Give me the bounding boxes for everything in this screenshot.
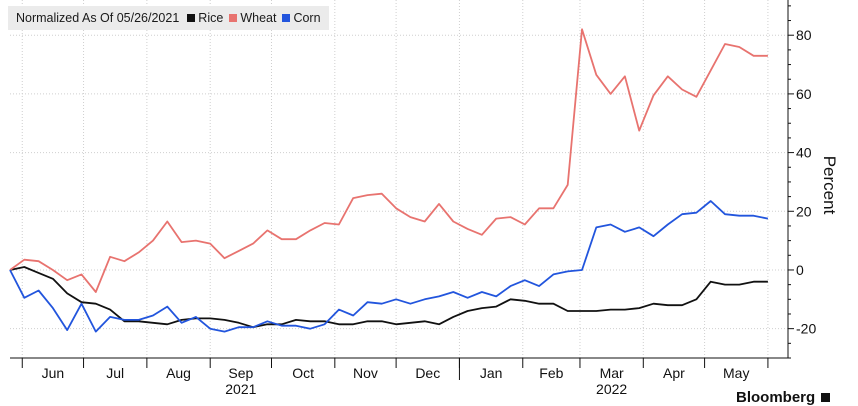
legend-label-wheat: Wheat bbox=[240, 11, 277, 25]
bloomberg-logo: Bloomberg bbox=[736, 389, 831, 406]
x-tick-label: Jul bbox=[106, 365, 124, 381]
x-tick-label: Nov bbox=[353, 365, 378, 381]
legend-item-rice: Rice bbox=[187, 11, 223, 25]
x-year-label: 2021 bbox=[225, 381, 256, 397]
x-tick-label: Dec bbox=[415, 365, 440, 381]
legend-label-rice: Rice bbox=[198, 11, 224, 25]
legend-swatch-wheat bbox=[229, 14, 238, 22]
x-tick-label: May bbox=[723, 365, 749, 381]
x-tick-label: Sep bbox=[228, 365, 253, 381]
gridlines bbox=[10, 0, 788, 358]
series-line-wheat bbox=[9, 28, 768, 293]
legend-label-corn: Corn bbox=[293, 11, 321, 25]
x-tick-label: Feb bbox=[539, 365, 563, 381]
x-tick-label: Apr bbox=[663, 365, 685, 381]
series-lines bbox=[9, 28, 769, 333]
x-tick-label: Jan bbox=[480, 365, 503, 381]
y-tick-label: 60 bbox=[796, 86, 812, 102]
legend-item-wheat: Wheat bbox=[229, 11, 276, 25]
y-tick-label: -20 bbox=[796, 321, 816, 337]
y-tick-label: 20 bbox=[796, 203, 812, 219]
x-tick-label: Mar bbox=[600, 365, 624, 381]
x-tick-label: Jun bbox=[42, 365, 65, 381]
legend: Normalized As Of 05/26/2021 Rice Wheat C… bbox=[8, 6, 329, 30]
y-tick-label: 40 bbox=[796, 145, 812, 161]
y-axis-label: Percent bbox=[820, 156, 839, 215]
brand-mark-icon bbox=[821, 393, 831, 402]
y-tick-labels: -20 0 20 40 60 80 bbox=[796, 27, 816, 336]
axes bbox=[10, 0, 794, 380]
x-tick-labels: Jun Jul Aug Sep Oct Nov Dec Jan Feb Mar Apr May 2021… bbox=[42, 365, 750, 397]
legend-normalization-note: Normalized As Of 05/26/2021 bbox=[16, 11, 180, 25]
legend-item-corn: Corn bbox=[282, 11, 321, 25]
x-year-label: 2022 bbox=[596, 381, 627, 397]
legend-swatch-rice bbox=[187, 14, 196, 22]
series-line-rice bbox=[9, 266, 768, 329]
y-tick-label: 80 bbox=[796, 27, 812, 43]
x-tick-label: Aug bbox=[166, 365, 191, 381]
series-line-corn bbox=[9, 200, 769, 333]
brand-label: Bloomberg bbox=[736, 389, 816, 406]
y-tick-label: 0 bbox=[796, 262, 804, 278]
x-tick-label: Oct bbox=[292, 365, 314, 381]
legend-swatch-corn bbox=[282, 14, 291, 22]
